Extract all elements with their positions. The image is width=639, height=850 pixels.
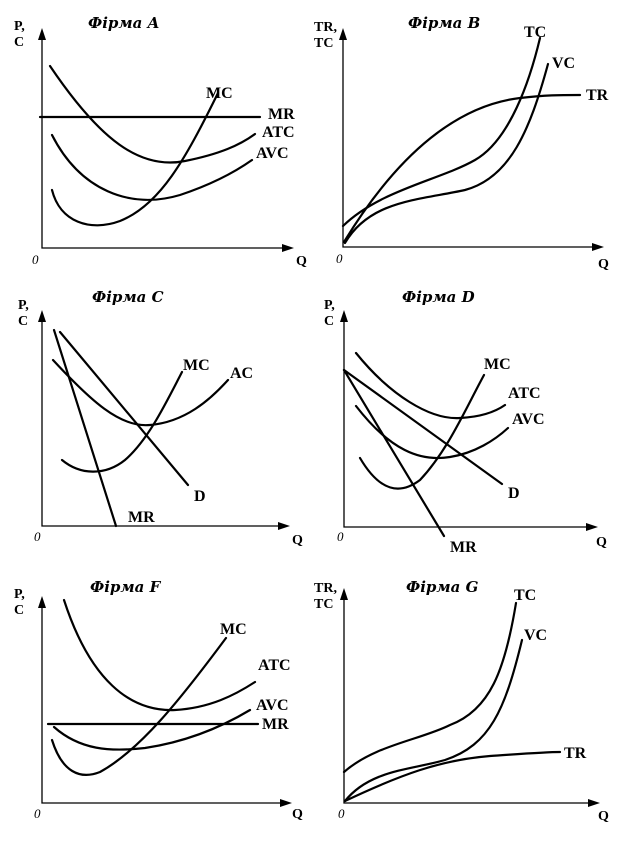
x-axis-label: Q xyxy=(292,807,303,822)
panel-firm-f: Фірма F P, C Q 0 MC ATC AVC MR xyxy=(14,578,303,822)
mc-curve xyxy=(50,636,228,776)
origin-label: 0 xyxy=(34,806,41,821)
x-axis-label: Q xyxy=(296,254,307,269)
avc-curve xyxy=(52,708,252,751)
curve-label-avc: AVC xyxy=(512,411,545,428)
mr-curve xyxy=(52,328,118,528)
y-axis-label-line2: C xyxy=(14,35,24,50)
curve-label-atc: ATC xyxy=(508,385,541,402)
y-axis-label-line1: P, xyxy=(14,587,25,602)
tr-curve xyxy=(342,93,582,244)
atc-curve xyxy=(62,598,257,712)
curve-label-mr: MR xyxy=(262,716,289,733)
axes xyxy=(342,36,594,248)
x-axis-label: Q xyxy=(598,809,609,824)
panel-title: Фірма G xyxy=(406,578,479,596)
axes xyxy=(41,318,280,527)
y-axis-label-line2: TC xyxy=(314,36,333,51)
origin-label: 0 xyxy=(337,529,344,544)
avc-curve xyxy=(354,404,510,460)
atc-curve xyxy=(48,64,257,164)
x-axis-arrow xyxy=(280,799,292,807)
panel-firm-d: Фірма D P, C Q 0 MC ATC AVC D MR xyxy=(324,288,607,556)
x-axis-label: Q xyxy=(292,533,303,548)
origin-label: 0 xyxy=(32,252,39,267)
panel-firm-b: Фірма B TR, TC Q 0 TC VC TR xyxy=(314,14,609,272)
panel-firm-g: Фірма G TR, TC Q 0 TC VC TR xyxy=(314,578,609,824)
panel-title: Фірма D xyxy=(402,288,475,306)
y-axis-label-line2: C xyxy=(14,603,24,618)
x-axis-arrow xyxy=(278,522,290,530)
curve-label-mc: MC xyxy=(484,356,511,373)
mc-curve xyxy=(50,91,220,227)
panel-title: Фірма C xyxy=(92,288,164,306)
curve-label-tc: TC xyxy=(524,24,546,41)
y-axis-label-line2: TC xyxy=(314,597,333,612)
curve-label-ac: AC xyxy=(230,365,253,382)
curve-label-tr: TR xyxy=(586,87,609,104)
ac-curve xyxy=(51,358,230,427)
origin-label: 0 xyxy=(34,529,41,544)
x-axis-arrow xyxy=(586,523,598,531)
x-axis-label: Q xyxy=(596,535,607,550)
vc-curve xyxy=(343,62,550,245)
tc-curve xyxy=(342,601,518,774)
avc-curve xyxy=(50,133,254,201)
axes xyxy=(41,36,284,249)
panel-firm-c: Фірма C P, C Q 0 MC AC D MR xyxy=(18,288,303,548)
demand-curve xyxy=(58,330,190,487)
y-axis-label-line2: C xyxy=(324,314,334,329)
curve-label-atc: ATC xyxy=(258,657,291,674)
y-axis-arrow xyxy=(339,28,347,40)
curve-label-mr: MR xyxy=(450,539,477,556)
demand-curve xyxy=(342,368,504,486)
curve-label-mr: MR xyxy=(128,509,155,526)
axes xyxy=(343,318,588,528)
y-axis-arrow xyxy=(340,310,348,322)
panel-title: Фірма B xyxy=(408,14,480,32)
x-axis-arrow xyxy=(588,799,600,807)
curve-label-vc: VC xyxy=(552,55,575,72)
y-axis-label-line1: TR, xyxy=(314,581,337,596)
curve-label-mr: MR xyxy=(268,106,295,123)
axes xyxy=(343,596,590,804)
curve-label-avc: AVC xyxy=(256,145,289,162)
curve-label-d: D xyxy=(194,488,206,505)
y-axis-arrow xyxy=(340,588,348,600)
curve-label-atc: ATC xyxy=(262,124,295,141)
origin-label: 0 xyxy=(336,251,343,266)
curve-label-tr: TR xyxy=(564,745,587,762)
x-axis-label: Q xyxy=(598,257,609,272)
y-axis-label-line1: P, xyxy=(18,298,29,313)
curve-label-avc: AVC xyxy=(256,697,289,714)
mc-curve xyxy=(358,373,486,490)
curve-label-mc: MC xyxy=(183,357,210,374)
tc-curve xyxy=(341,36,542,228)
y-axis-label-line1: P, xyxy=(324,298,335,313)
curve-label-mc: MC xyxy=(220,621,247,638)
y-axis-label-line2: C xyxy=(18,314,28,329)
mr-curve xyxy=(342,368,446,538)
y-axis-arrow xyxy=(38,596,46,608)
curve-label-d: D xyxy=(508,485,520,502)
curve-label-vc: VC xyxy=(524,627,547,644)
y-axis-label-line1: TR, xyxy=(314,20,337,35)
curve-label-tc: TC xyxy=(514,587,536,604)
y-axis-arrow xyxy=(38,28,46,40)
mc-curve xyxy=(60,370,184,473)
tr-curve xyxy=(343,750,562,803)
axes xyxy=(41,604,282,804)
panel-title: Фірма A xyxy=(88,14,159,32)
atc-curve xyxy=(354,351,507,420)
x-axis-arrow xyxy=(592,243,604,251)
x-axis-arrow xyxy=(282,244,294,252)
panel-title: Фірма F xyxy=(90,578,162,596)
vc-curve xyxy=(343,638,524,803)
curve-label-mc: MC xyxy=(206,85,233,102)
origin-label: 0 xyxy=(338,806,345,821)
y-axis-label-line1: P, xyxy=(14,19,25,34)
y-axis-arrow xyxy=(38,310,46,322)
panel-firm-a: Фірма A P, C Q 0 MC MR ATC AVC xyxy=(14,14,307,269)
